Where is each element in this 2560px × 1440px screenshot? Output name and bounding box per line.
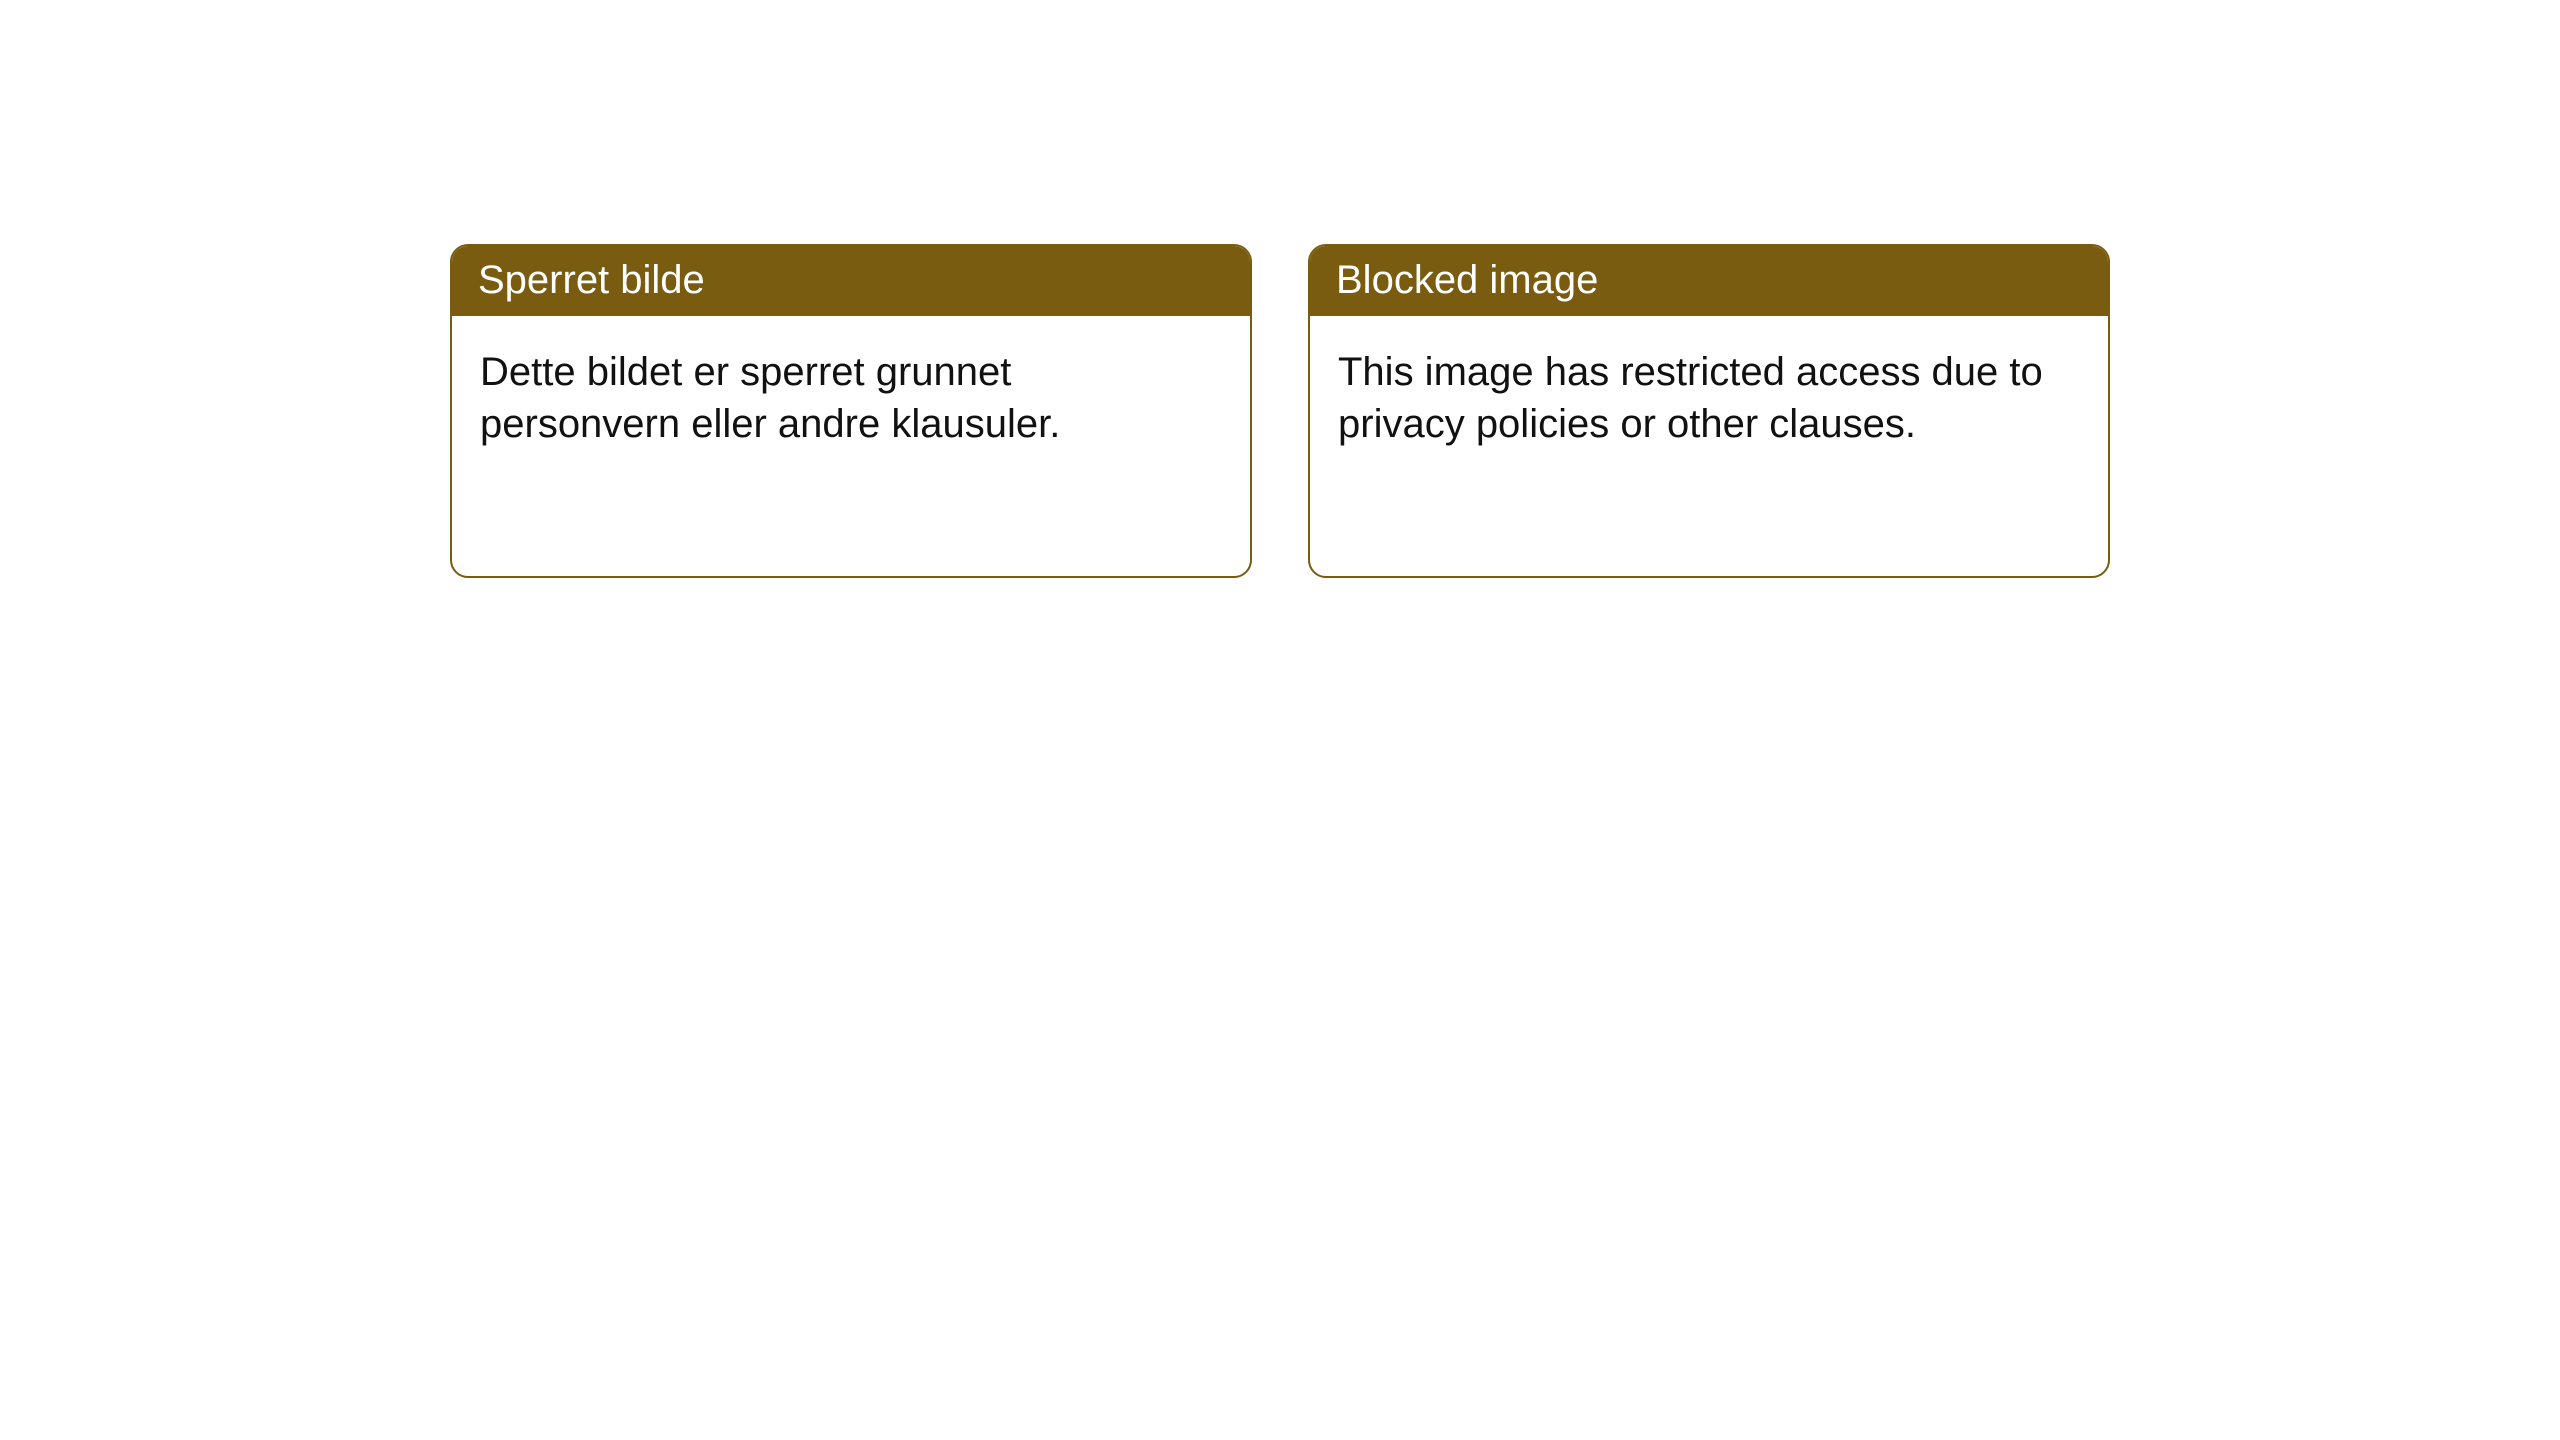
card-header: Sperret bilde [452, 246, 1250, 316]
card-title: Sperret bilde [478, 258, 705, 302]
card-title: Blocked image [1336, 258, 1598, 302]
card-header: Blocked image [1310, 246, 2108, 316]
notice-card-norwegian: Sperret bilde Dette bildet er sperret gr… [450, 244, 1252, 578]
card-body: Dette bildet er sperret grunnet personve… [452, 316, 1250, 480]
card-body: This image has restricted access due to … [1310, 316, 2108, 480]
card-body-text: Dette bildet er sperret grunnet personve… [480, 350, 1060, 446]
notice-cards-container: Sperret bilde Dette bildet er sperret gr… [0, 0, 2560, 578]
card-body-text: This image has restricted access due to … [1338, 350, 2043, 446]
notice-card-english: Blocked image This image has restricted … [1308, 244, 2110, 578]
